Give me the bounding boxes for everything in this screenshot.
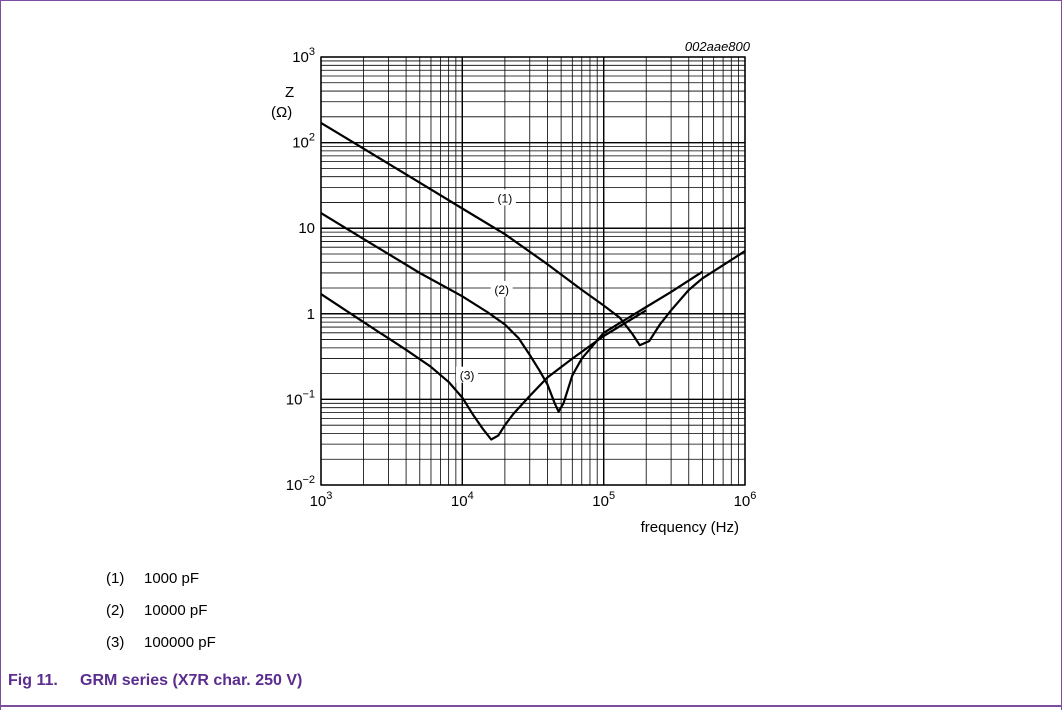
curve-label-background	[493, 189, 516, 206]
curve-label-background	[490, 281, 513, 298]
x-tick-label: 106	[734, 490, 757, 510]
plot-border	[320, 56, 746, 486]
curve-label: (1)	[498, 191, 513, 205]
curve-label: (3)	[460, 369, 475, 383]
y-tick-label: 10	[298, 220, 315, 237]
figure-title: GRM series (X7R char. 250 V)	[80, 672, 303, 689]
legend-item: (2) 10000 pF	[106, 602, 207, 619]
series-layer: (1) (2) (3)	[320, 121, 746, 441]
figure-id: 002aae800	[685, 39, 751, 54]
curve-label-background	[456, 366, 479, 383]
series-line-3	[320, 293, 647, 441]
y-axis-label-unit: (Ω)	[271, 104, 292, 121]
series-line-2	[320, 212, 704, 413]
chart-grid	[320, 56, 746, 486]
legend-number: (3)	[106, 634, 125, 651]
tick-labels: 103 104 105 106 10−2 10−1 1 10 102 103	[286, 46, 757, 510]
y-tick-label: 10−1	[286, 388, 315, 408]
x-axis-label: frequency (Hz)	[641, 519, 739, 536]
series-line-1	[320, 121, 746, 347]
y-tick-label: 10−2	[286, 474, 315, 494]
y-tick-label: 1	[307, 306, 315, 323]
legend-text: 1000 pF	[144, 570, 200, 587]
figure-number: Fig 11.	[8, 672, 58, 689]
x-tick-label: 105	[592, 490, 615, 510]
curve-label: (2)	[494, 283, 509, 297]
legend-item: (3) 100000 pF	[106, 634, 216, 651]
y-tick-label: 103	[292, 46, 315, 66]
legend-number: (1)	[106, 570, 125, 587]
x-tick-label: 103	[310, 490, 333, 510]
legend-item: (1) 1000 pF	[106, 570, 199, 587]
y-axis-label-symbol: Z	[285, 84, 294, 101]
figure-caption: Fig 11. GRM series (X7R char. 250 V)	[8, 672, 302, 690]
legend-text: 100000 pF	[144, 634, 216, 651]
caption-rule	[0, 705, 1062, 707]
legend-text: 10000 pF	[144, 602, 208, 619]
y-tick-label: 102	[292, 132, 315, 152]
legend-number: (2)	[106, 602, 125, 619]
x-tick-label: 104	[451, 490, 474, 510]
